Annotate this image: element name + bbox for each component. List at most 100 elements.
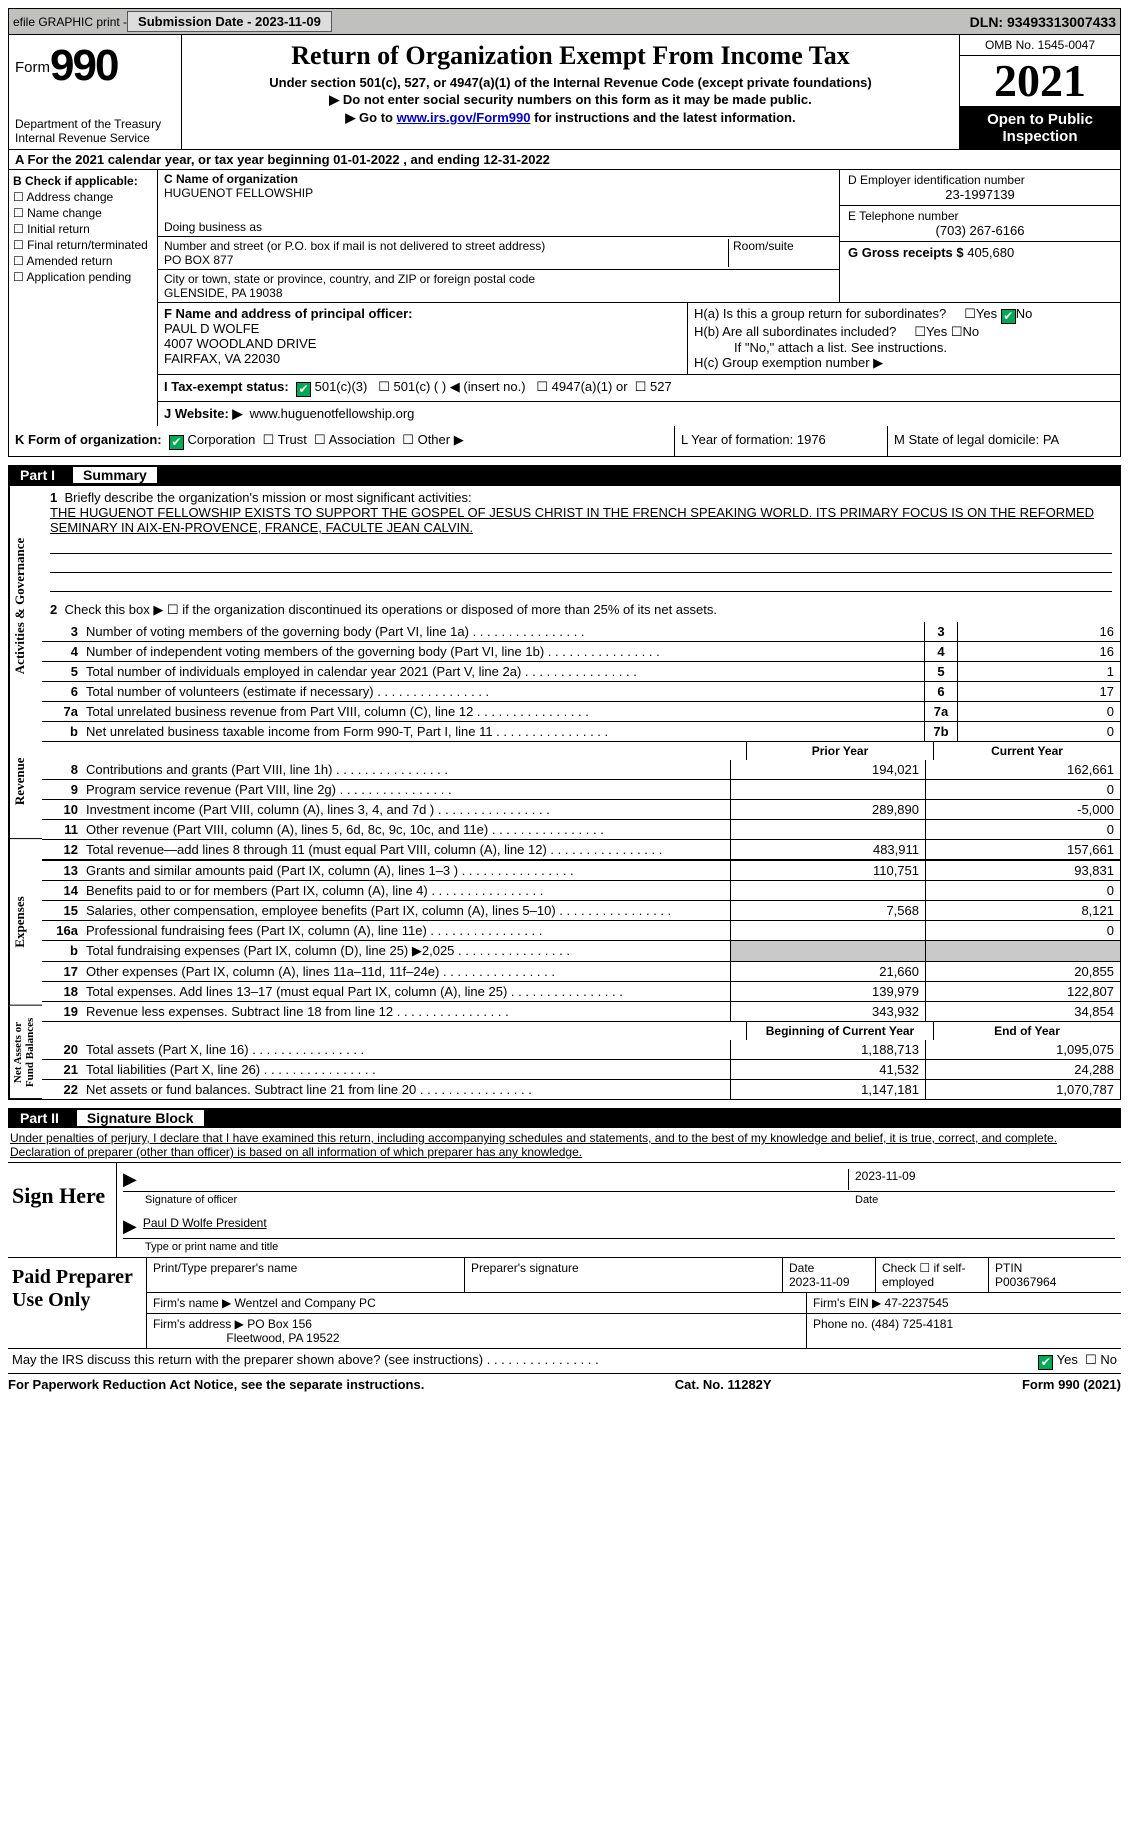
sign-here-label: Sign Here bbox=[8, 1163, 117, 1257]
ha-no-checkbox[interactable] bbox=[1001, 309, 1016, 324]
501c3-checkbox[interactable] bbox=[296, 382, 311, 397]
ssn-note: ▶ Do not enter social security numbers o… bbox=[190, 92, 951, 108]
b-label: B Check if applicable: bbox=[13, 174, 153, 188]
entity-grid: B Check if applicable: ☐ Address change … bbox=[8, 170, 1121, 426]
summary-line: 5Total number of individuals employed in… bbox=[42, 661, 1120, 681]
checkbox-pending[interactable]: ☐ Application pending bbox=[13, 270, 153, 284]
firm-addr2: Fleetwood, PA 19522 bbox=[226, 1331, 339, 1345]
current-year-label: Current Year bbox=[933, 742, 1120, 760]
header-left: Form990 Department of the Treasury Inter… bbox=[9, 35, 182, 149]
hc-exemption: H(c) Group exemption number ▶ bbox=[694, 355, 1114, 371]
column-c-g: C Name of organizationHUGUENOT FELLOWSHI… bbox=[158, 170, 1120, 426]
checkbox-final-return[interactable]: ☐ Final return/terminated bbox=[13, 238, 153, 252]
column-b-checkboxes: B Check if applicable: ☐ Address change … bbox=[9, 170, 158, 426]
row-f-h: F Name and address of principal officer:… bbox=[158, 303, 1120, 375]
pycy-header-net: Beginning of Current Year End of Year bbox=[42, 1021, 1120, 1040]
checkbox-address-change[interactable]: ☐ Address change bbox=[13, 190, 153, 204]
checkbox-amended[interactable]: ☐ Amended return bbox=[13, 254, 153, 268]
part2-header: Part II Signature Block bbox=[8, 1108, 1121, 1128]
form-footer-label: Form 990 (2021) bbox=[1022, 1377, 1121, 1392]
form-label: Form bbox=[15, 59, 50, 76]
summary-line: 4Number of independent voting members of… bbox=[42, 641, 1120, 661]
data-line: 16aProfessional fundraising fees (Part I… bbox=[42, 920, 1120, 940]
goto-note: ▶ Go to www.irs.gov/Form990 for instruct… bbox=[190, 110, 951, 126]
summary-line: bNet unrelated business taxable income f… bbox=[42, 721, 1120, 741]
summary-line: 7aTotal unrelated business revenue from … bbox=[42, 701, 1120, 721]
tax-year: 2021 bbox=[960, 56, 1120, 107]
corp-checkbox[interactable] bbox=[169, 435, 184, 450]
data-line: 17Other expenses (Part IX, column (A), l… bbox=[42, 961, 1120, 981]
side-label-governance: Activities & Governance bbox=[9, 486, 42, 725]
d-e-g-block: D Employer identification number23-19971… bbox=[840, 170, 1120, 302]
website-url[interactable]: www.huguenotfellowship.org bbox=[250, 406, 415, 421]
data-line: 15Salaries, other compensation, employee… bbox=[42, 900, 1120, 920]
arrow-icon: ▶ bbox=[123, 1216, 137, 1237]
officer-sign-date: 2023-11-09 bbox=[848, 1169, 1115, 1190]
gross-label: G Gross receipts $ bbox=[848, 245, 964, 260]
summary-line: 3Number of voting members of the governi… bbox=[42, 622, 1120, 641]
line2-checkbox: 2 Check this box ▶ ☐ if the organization… bbox=[42, 598, 1120, 622]
data-line: 13Grants and similar amounts paid (Part … bbox=[42, 860, 1120, 880]
checkbox-initial-return[interactable]: ☐ Initial return bbox=[13, 222, 153, 236]
irs-link[interactable]: www.irs.gov/Form990 bbox=[397, 110, 531, 125]
tel-value: (703) 267-6166 bbox=[848, 223, 1112, 238]
ein-value: 23-1997139 bbox=[848, 187, 1112, 202]
state-domicile: M State of legal domicile: PA bbox=[887, 426, 1120, 456]
officer-name-title: Paul D Wolfe President bbox=[143, 1216, 267, 1237]
sign-here-block: Sign Here ▶ 2023-11-09 Signature of offi… bbox=[8, 1162, 1121, 1258]
firm-phone: (484) 725-4181 bbox=[871, 1317, 953, 1331]
pycy-header-rev: Prior Year Current Year bbox=[42, 741, 1120, 760]
street-address: PO BOX 877 bbox=[164, 253, 233, 267]
end-year-label: End of Year bbox=[933, 1022, 1120, 1040]
data-line: 22Net assets or fund balances. Subtract … bbox=[42, 1079, 1120, 1099]
self-employed-check[interactable]: Check ☐ if self-employed bbox=[876, 1258, 989, 1292]
part1-header: Part I Summary bbox=[8, 465, 1121, 485]
c-name-label: C Name of organization bbox=[164, 172, 298, 186]
beginning-year-label: Beginning of Current Year bbox=[746, 1022, 933, 1040]
part2-number: Part II bbox=[16, 1110, 77, 1126]
prep-name-label: Print/Type preparer's name bbox=[147, 1258, 465, 1292]
topbar: efile GRAPHIC print - Submission Date - … bbox=[8, 8, 1121, 35]
dln-label: DLN: 93493313007433 bbox=[970, 14, 1116, 30]
prep-sig-label: Preparer's signature bbox=[465, 1258, 783, 1292]
h-group-return: H(a) Is this a group return for subordin… bbox=[688, 303, 1120, 374]
org-name: HUGUENOT FELLOWSHIP bbox=[164, 186, 313, 200]
city-state-zip: GLENSIDE, PA 19038 bbox=[164, 286, 283, 300]
data-line: 21Total liabilities (Part X, line 26)41,… bbox=[42, 1059, 1120, 1079]
ein-label: D Employer identification number bbox=[848, 173, 1112, 187]
data-line: 9Program service revenue (Part VIII, lin… bbox=[42, 779, 1120, 799]
open-public-badge: Open to Public Inspection bbox=[960, 107, 1120, 149]
side-label-revenue: Revenue bbox=[9, 725, 42, 839]
dept-label: Department of the Treasury Internal Reve… bbox=[15, 117, 175, 145]
form-number: 990 bbox=[50, 41, 117, 90]
data-line: 12Total revenue—add lines 8 through 11 (… bbox=[42, 839, 1120, 859]
discuss-yes-checkbox[interactable] bbox=[1038, 1355, 1053, 1370]
omb-number: OMB No. 1545-0047 bbox=[960, 35, 1120, 56]
mission-text: THE HUGUENOT FELLOWSHIP EXISTS TO SUPPOR… bbox=[50, 505, 1094, 535]
ptin-value: P00367964 bbox=[995, 1275, 1056, 1289]
paid-preparer-label: Paid Preparer Use Only bbox=[8, 1258, 147, 1348]
tel-label: E Telephone number bbox=[848, 209, 1112, 223]
paid-preparer-block: Paid Preparer Use Only Print/Type prepar… bbox=[8, 1258, 1121, 1349]
prep-date: 2023-11-09 bbox=[789, 1275, 850, 1289]
header-right: OMB No. 1545-0047 2021 Open to Public In… bbox=[960, 35, 1120, 149]
line1-mission: 1 Briefly describe the organization's mi… bbox=[42, 486, 1120, 598]
gross-receipts: 405,680 bbox=[967, 245, 1014, 260]
checkbox-name-change[interactable]: ☐ Name change bbox=[13, 206, 153, 220]
data-line: 18Total expenses. Add lines 13–17 (must … bbox=[42, 981, 1120, 1001]
data-line: 20Total assets (Part X, line 16)1,188,71… bbox=[42, 1040, 1120, 1059]
row-k-l-m: K Form of organization: Corporation ☐ Tr… bbox=[8, 426, 1121, 457]
data-line: 8Contributions and grants (Part VIII, li… bbox=[42, 760, 1120, 779]
c-block: C Name of organizationHUGUENOT FELLOWSHI… bbox=[158, 170, 840, 302]
data-line: 10Investment income (Part VIII, column (… bbox=[42, 799, 1120, 819]
header-middle: Return of Organization Exempt From Incom… bbox=[182, 35, 960, 149]
room-suite-label: Room/suite bbox=[728, 239, 833, 267]
side-label-netassets: Net Assets or Fund Balances bbox=[9, 1006, 42, 1099]
f-principal-officer: F Name and address of principal officer:… bbox=[158, 303, 688, 374]
row-j: J Website: ▶ www.huguenotfellowship.org bbox=[158, 402, 1120, 426]
form-subtitle: Under section 501(c), 527, or 4947(a)(1)… bbox=[190, 75, 951, 90]
side-label-expenses: Expenses bbox=[9, 839, 42, 1006]
submission-date-button[interactable]: Submission Date - 2023-11-09 bbox=[127, 11, 332, 32]
efile-label: efile GRAPHIC print - bbox=[13, 15, 127, 29]
address-row: Number and street (or P.O. box if mail i… bbox=[158, 237, 839, 270]
